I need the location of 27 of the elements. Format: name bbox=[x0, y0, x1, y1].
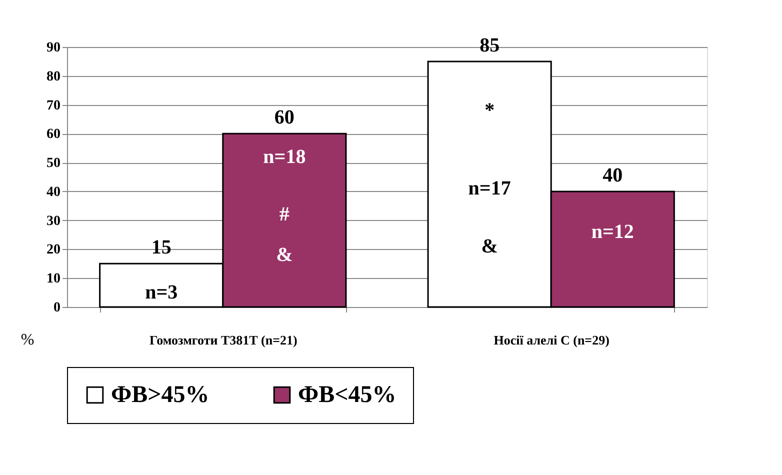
y-tick-label: 50 bbox=[46, 156, 60, 172]
y-axis-title: % bbox=[20, 332, 34, 348]
annotation: n=12 bbox=[591, 220, 634, 243]
x-tick-label: Носії алелі С (n=29) bbox=[494, 332, 610, 348]
x-tick-label: Гомозмготи Т381Т (n=21) bbox=[149, 332, 298, 348]
y-tick-label: 0 bbox=[54, 300, 60, 316]
annotation: n=3 bbox=[145, 282, 178, 304]
legend-label: ФВ>45% bbox=[111, 382, 210, 408]
legend-label: ФВ<45% bbox=[298, 382, 396, 408]
annotation: * bbox=[484, 100, 495, 122]
y-tick-label: 60 bbox=[46, 127, 60, 142]
data-label: 85 bbox=[480, 34, 500, 56]
y-tick-label: 20 bbox=[46, 242, 60, 258]
annotation: # bbox=[279, 204, 290, 226]
data-label: 15 bbox=[151, 236, 172, 259]
y-tick-label: 70 bbox=[46, 98, 60, 114]
annotation: & bbox=[276, 244, 293, 266]
data-label: 40 bbox=[602, 164, 623, 186]
annotation: & bbox=[481, 235, 498, 258]
y-tick-label: 80 bbox=[46, 69, 60, 84]
annotation: n=17 bbox=[468, 178, 511, 200]
data-label: 60 bbox=[274, 106, 294, 129]
y-tick-label: 10 bbox=[46, 272, 60, 287]
y-tick-label: 90 bbox=[46, 40, 60, 56]
y-tick-label: 40 bbox=[46, 184, 60, 200]
annotation: n=18 bbox=[263, 146, 306, 168]
y-tick-label: 30 bbox=[46, 214, 60, 229]
